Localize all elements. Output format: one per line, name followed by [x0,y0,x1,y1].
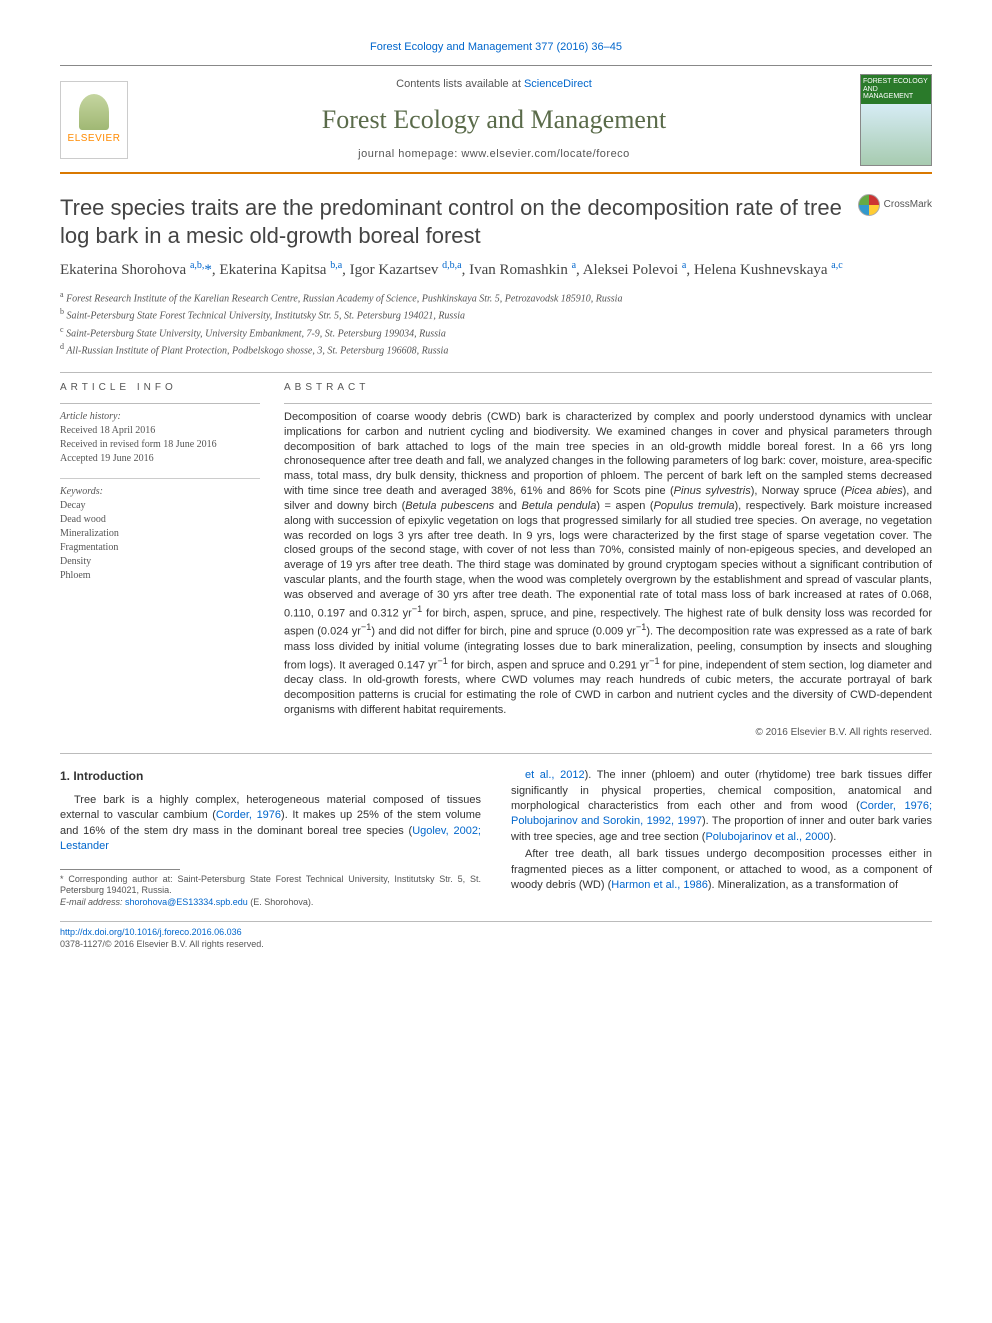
affiliation: b Saint-Petersburg State Forest Technica… [60,306,932,323]
contents-prefix: Contents lists available at [396,78,524,90]
abstract-copyright: © 2016 Elsevier B.V. All rights reserved… [284,726,932,740]
crossmark-badge[interactable]: CrossMark [858,194,932,216]
crossmark-label: CrossMark [884,198,932,212]
accepted-date: Accepted 19 June 2016 [60,452,260,466]
section-heading-introduction: 1. Introduction [60,768,481,785]
article-info-column: ARTICLE INFO Article history: Received 1… [60,381,260,739]
info-abstract-row: ARTICLE INFO Article history: Received 1… [60,381,932,739]
revised-date: Received in revised form 18 June 2016 [60,438,260,452]
footnote-rule [60,869,180,870]
citation-line: Forest Ecology and Management 377 (2016)… [60,40,932,55]
elsevier-logo: ELSEVIER [60,81,128,159]
keyword: Decay [60,499,260,513]
body-column-right: et al., 2012). The inner (phloem) and ou… [511,768,932,908]
email-label: E-mail address: [60,897,123,907]
abstract-column: ABSTRACT Decomposition of coarse woody d… [284,381,932,739]
affiliations-block: a Forest Research Institute of the Karel… [60,289,932,358]
contents-lists-line: Contents lists available at ScienceDirec… [142,77,846,92]
keyword: Mineralization [60,527,260,541]
masthead-center: Contents lists available at ScienceDirec… [142,77,846,162]
article-info-heading: ARTICLE INFO [60,381,260,395]
corresponding-email-link[interactable]: shorohova@ES13334.spb.edu [125,897,248,907]
body-paragraph: Tree bark is a highly complex, heterogen… [60,793,481,855]
authors-line: Ekaterina Shorohova a,b,*, Ekaterina Kap… [60,259,932,281]
received-date: Received 18 April 2016 [60,424,260,438]
abstract-heading: ABSTRACT [284,381,932,395]
cover-title: FOREST ECOLOGY AND MANAGEMENT [861,75,931,104]
affiliation: a Forest Research Institute of the Karel… [60,289,932,306]
elsevier-logo-text: ELSEVIER [68,132,121,146]
journal-cover-thumbnail: FOREST ECOLOGY AND MANAGEMENT [860,74,932,166]
cover-image-icon [861,104,931,165]
body-columns: 1. Introduction Tree bark is a highly co… [60,768,932,908]
affiliation: c Saint-Petersburg State University, Uni… [60,324,932,341]
history-label: Article history: [60,410,260,424]
body-column-left: 1. Introduction Tree bark is a highly co… [60,768,481,908]
elsevier-tree-icon [79,94,109,130]
corresponding-email-author: (E. Shorohova). [250,897,313,907]
article-history: Article history: Received 18 April 2016 … [60,410,260,466]
divider [60,372,932,373]
sciencedirect-link[interactable]: ScienceDirect [524,78,592,90]
article-title: Tree species traits are the predominant … [60,194,846,251]
footer-bar: http://dx.doi.org/10.1016/j.foreco.2016.… [60,921,932,950]
keyword: Fragmentation [60,541,260,555]
keyword: Dead wood [60,513,260,527]
doi-link[interactable]: http://dx.doi.org/10.1016/j.foreco.2016.… [60,927,242,937]
crossmark-icon [858,194,880,216]
divider [60,753,932,754]
journal-name: Forest Ecology and Management [142,102,846,137]
journal-homepage: journal homepage: www.elsevier.com/locat… [142,147,846,162]
keywords-label: Keywords: [60,485,260,499]
corresponding-author-note: * Corresponding author at: Saint-Petersb… [60,874,481,897]
keywords-block: Keywords: Decay Dead wood Mineralization… [60,478,260,583]
body-paragraph: et al., 2012). The inner (phloem) and ou… [511,768,932,893]
abstract-text: Decomposition of coarse woody debris (CW… [284,410,932,718]
article-header: Tree species traits are the predominant … [60,194,932,359]
corresponding-footnote: * Corresponding author at: Saint-Petersb… [60,874,481,909]
keyword: Density [60,555,260,569]
affiliation: d All-Russian Institute of Plant Protect… [60,341,932,358]
masthead: ELSEVIER Contents lists available at Sci… [60,65,932,174]
issn-copyright-line: 0378-1127/© 2016 Elsevier B.V. All right… [60,939,264,949]
keyword: Phloem [60,569,260,583]
